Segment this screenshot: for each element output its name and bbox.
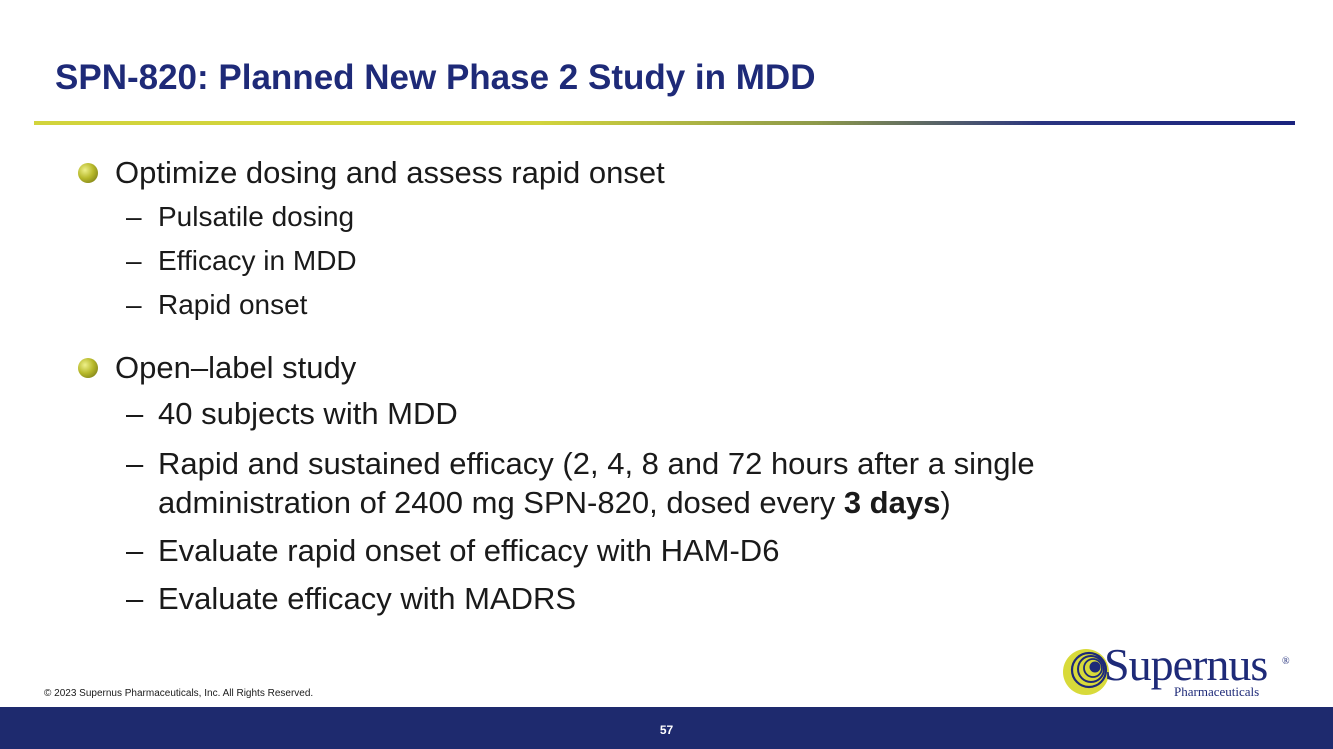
- sub-bullet-text: Efficacy in MDD: [158, 245, 357, 276]
- sub-bullet-text: Rapid onset: [158, 289, 308, 320]
- slide-title: SPN-820: Planned New Phase 2 Study in MD…: [55, 58, 816, 97]
- bullet-text: Optimize dosing and assess rapid onset: [115, 155, 665, 190]
- bullet-dot-icon: [78, 163, 98, 183]
- dash-marker: –: [126, 533, 144, 568]
- footer-bar: 57: [0, 707, 1333, 749]
- registered-mark: ®: [1282, 656, 1290, 667]
- sub-bullet-text-continued: administration of 2400 mg SPN-820, dosed…: [158, 484, 951, 522]
- emphasis-text: 3 days: [843, 485, 941, 520]
- sub-bullet-text: Evaluate rapid onset of efficacy with HA…: [158, 533, 780, 568]
- dash-marker: –: [126, 581, 144, 616]
- page-number: 57: [659, 723, 674, 737]
- closing-paren: ): [940, 485, 951, 520]
- dash-marker: –: [126, 245, 142, 276]
- title-divider: [34, 121, 1295, 125]
- supernus-logo: Supernus ® Pharmaceuticals: [1060, 639, 1300, 702]
- dash-marker: –: [126, 289, 142, 320]
- logo-wordmark: Supernus: [1104, 639, 1268, 690]
- bullet-text: Open–label study: [115, 350, 357, 385]
- dash-marker: –: [126, 446, 144, 481]
- sub-bullet-text: Evaluate efficacy with MADRS: [158, 581, 577, 616]
- sub-bullet-text: 40 subjects with MDD: [158, 396, 458, 431]
- copyright-notice: © 2023 Supernus Pharmaceuticals, Inc. Al…: [44, 688, 314, 699]
- dash-marker: –: [126, 396, 144, 431]
- logo-subtitle: Pharmaceuticals: [1174, 684, 1260, 699]
- bullet-dot-icon: [78, 358, 98, 378]
- dash-marker: –: [126, 201, 142, 232]
- sub-bullet-text: Rapid and sustained efficacy (2, 4, 8 an…: [158, 446, 1035, 481]
- sub-bullet-text: Pulsatile dosing: [158, 201, 355, 232]
- sub-bullet-text-part: administration of 2400 mg SPN-820, dosed…: [158, 485, 844, 520]
- logo-mark-icon: [1063, 649, 1109, 695]
